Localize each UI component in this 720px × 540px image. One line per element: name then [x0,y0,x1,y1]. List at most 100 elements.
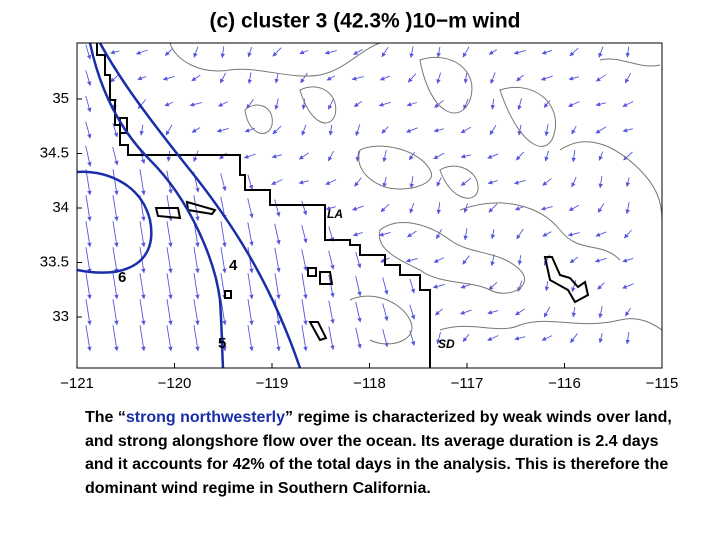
wind-arrow [274,72,279,84]
wind-arrow [298,152,310,160]
wind-arrow [247,222,254,247]
wind-arrow [352,205,364,211]
wind-arrow [597,282,605,290]
wind-arrow [597,203,605,213]
wind-arrow [85,121,92,139]
wind-arrow [460,126,472,134]
wind-arrow [382,303,389,322]
wind-arrow [544,281,550,292]
wind-arrow [624,307,632,317]
wind-arrow [247,273,254,300]
wind-arrow [193,247,200,274]
wind-arrow [112,122,119,138]
wind-arrow [246,99,254,109]
wind-arrow [378,232,391,237]
wind-arrow [139,299,146,326]
wind-arrow [271,179,283,185]
wind-arrow [219,72,227,84]
wind-arrow [625,177,631,188]
caption-highlight: strong northwesterly [125,409,286,426]
wind-arrow [381,46,389,58]
wind-arrow [301,98,307,110]
wind-arrow [409,46,414,59]
wind-arrow [328,326,335,351]
wind-arrow [193,299,200,326]
x-tick-label: −119 [256,375,289,392]
wind-arrow [409,176,414,189]
wind-arrow [407,230,417,238]
wind-arrow [271,154,282,159]
wind-arrow [432,284,445,289]
wind-arrow [301,273,308,300]
wind-arrow [328,300,335,324]
wind-arrow [191,74,201,82]
wind-arrow [571,280,577,293]
wind-arrow [460,154,471,159]
wind-arrow [352,232,363,237]
wind-arrow [112,299,119,326]
wind-arrow [460,283,472,289]
wind-arrow [220,46,226,59]
wind-arrow [436,46,442,58]
wind-arrow [218,101,228,107]
wind-arrow [274,98,279,110]
wind-arrow [625,202,630,215]
wind-arrow [568,101,580,107]
wind-arrow [247,198,254,219]
wind-arrow [436,229,442,240]
wind-arrow [463,98,469,110]
x-tick-label: −116 [548,375,581,392]
wind-arrow [405,258,418,263]
wind-arrow [301,249,308,272]
contour-label: 5 [218,335,226,352]
wind-arrow [137,76,147,81]
wind-arrow [436,72,442,84]
wind-arrow [598,46,604,58]
wind-vectors [85,44,634,352]
land-contours [169,42,663,345]
wind-arrow [354,177,362,187]
wind-arrow [435,308,443,316]
wind-arrow [622,283,634,289]
wind-arrow [407,73,417,83]
wind-arrow [328,124,334,136]
wind-arrow [569,256,579,264]
wind-arrow [622,128,633,133]
wind-arrow [516,74,524,82]
wind-arrow [325,179,337,185]
wind-arrow [112,169,119,196]
wind-arrow [541,335,553,341]
coastline [96,43,431,368]
wind-arrow [328,274,335,298]
wind-arrow [353,49,363,55]
wind-arrow [624,72,632,84]
wind-arrow [243,153,256,159]
wind-arrow [85,169,92,196]
wind-arrow [460,309,472,315]
wind-arrow [164,48,174,56]
wind-arrow [462,334,470,343]
wind-arrow [301,225,308,244]
wind-arrow [247,325,254,352]
axes: −121 −120 −119 −118 −117 −116 −115 35 34.5 34 33.5… [40,90,679,392]
figure: (c) cluster 3 (42.3% )10−m wind 6 5 4 LA… [40,10,679,392]
wind-arrow [301,299,308,326]
wind-arrow [594,257,607,263]
wind-arrow [247,174,254,190]
wind-arrow [595,126,607,134]
wind-arrow [433,257,445,263]
wind-arrow [515,308,525,316]
wind-arrow [540,206,553,211]
wind-arrow [515,151,525,161]
wind-arrow [540,75,553,81]
wind-arrow [568,204,580,212]
wind-arrow [274,273,281,300]
wind-arrow [166,221,173,248]
wind-arrow [274,199,281,217]
plot-frame [76,42,663,369]
wind-arrow [462,255,470,265]
wind-arrow [247,46,253,58]
wind-arrow [85,273,92,300]
wind-arrow [487,335,499,341]
